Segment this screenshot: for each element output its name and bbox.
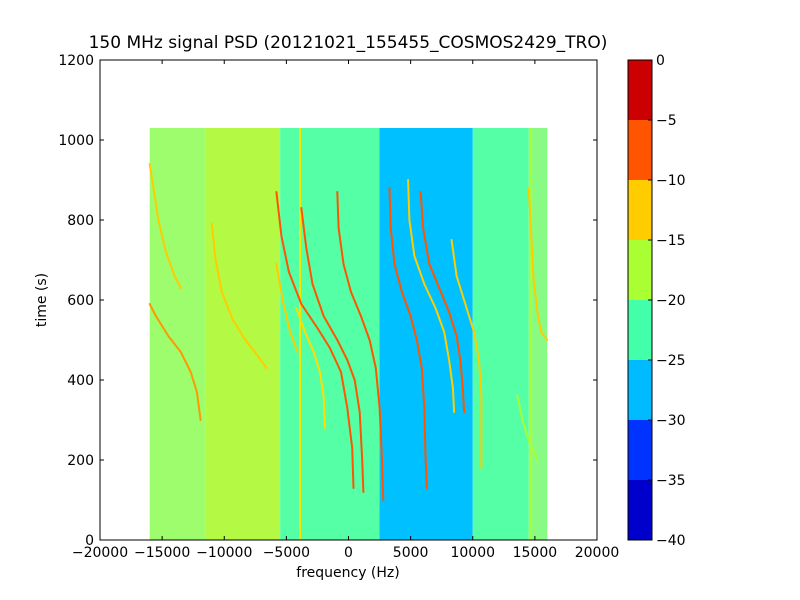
doppler-trace-3 — [388, 187, 428, 489]
x-tick-label: −15000 — [134, 545, 190, 561]
y-tick-label: 600 — [67, 293, 94, 309]
colorbar-level-2 — [628, 360, 652, 420]
y-tick-label: 400 — [67, 373, 94, 389]
x-tick-label: 0 — [344, 545, 353, 561]
doppler-trace-13 — [516, 395, 539, 461]
x-tick-label: 5000 — [393, 545, 429, 561]
doppler-trace-12 — [527, 187, 549, 341]
psd-band-2 — [280, 128, 380, 540]
y-tick-label: 200 — [67, 453, 94, 469]
psd-band-1 — [205, 128, 281, 540]
psd-band-0 — [149, 128, 206, 540]
plot-area: −20000 −15000 −10000 −5000 0 5000 10000 15000 20… — [58, 53, 619, 561]
colorbar-level-4 — [628, 240, 652, 300]
y-tick-label: 1200 — [58, 53, 94, 69]
colorbar-tick-label: −5 — [656, 113, 677, 129]
colorbar-tick-label: −10 — [656, 173, 686, 189]
colorbar-level-3 — [628, 300, 652, 360]
doppler-trace-9 — [295, 307, 326, 429]
doppler-trace-10 — [407, 179, 456, 413]
colorbar-tick-label: −40 — [656, 533, 686, 549]
doppler-trace-1 — [300, 207, 365, 493]
psd-band-4 — [472, 128, 529, 540]
colorbar-tick-label: −20 — [656, 293, 686, 309]
x-tick-label: 20000 — [575, 545, 620, 561]
x-tick-label: −5000 — [263, 545, 310, 561]
colorbar-tick-label: −25 — [656, 353, 686, 369]
colorbar-level-7 — [628, 60, 652, 120]
y-tick-label: 800 — [67, 213, 94, 229]
x-tick-label: 10000 — [450, 545, 495, 561]
colorbar-level-6 — [628, 120, 652, 180]
doppler-trace-6 — [148, 163, 182, 289]
x-axis-label: frequency (Hz) — [296, 565, 399, 581]
colorbar-tick-label: −35 — [656, 473, 686, 489]
colorbar-level-0 — [628, 480, 652, 540]
doppler-trace-7 — [210, 223, 268, 369]
chart-title: 150 MHz signal PSD (20121021_155455_COSM… — [89, 33, 608, 53]
colorbar-tick-label: −30 — [656, 413, 686, 429]
colorbar-level-1 — [628, 420, 652, 480]
y-tick-label: 0 — [85, 533, 94, 549]
colorbar-level-5 — [628, 180, 652, 240]
colorbar-tick-label: −15 — [656, 233, 686, 249]
doppler-trace-4 — [419, 191, 466, 413]
doppler-trace-11 — [450, 239, 483, 469]
y-axis-label: time (s) — [34, 273, 50, 327]
doppler-trace-2 — [336, 191, 385, 501]
y-tick-label: 1000 — [58, 133, 94, 149]
x-tick-label: −20000 — [72, 545, 128, 561]
colorbar-tick-label: 0 — [656, 53, 665, 69]
doppler-trace-8 — [275, 263, 299, 353]
doppler-trace-0 — [275, 191, 355, 489]
psd-band-5 — [528, 128, 548, 540]
x-tick-label: −10000 — [196, 545, 252, 561]
x-tick-label: 15000 — [513, 545, 558, 561]
doppler-trace-5 — [148, 303, 202, 421]
colorbar: 0 −5 −10 −15 −20 −25 −30 −35 −40 — [627, 53, 686, 549]
